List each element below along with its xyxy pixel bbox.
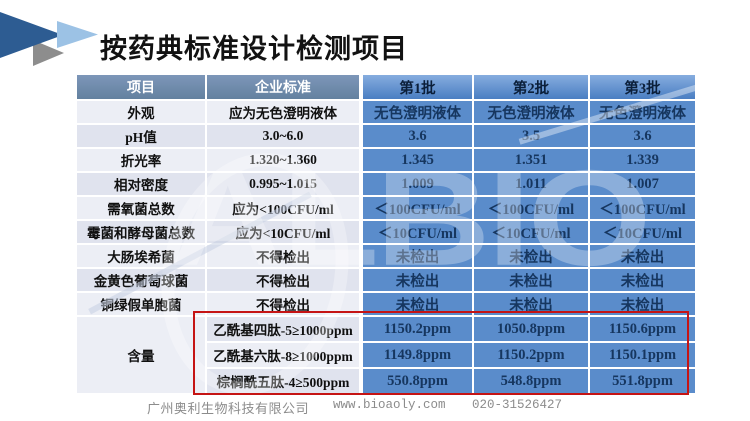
table-row: pH值 3.0~6.0 3.6 3.5 3.6 bbox=[75, 123, 697, 149]
column-header-standard: 企业标准 bbox=[205, 73, 362, 101]
batch3-value-cell: ＜10CFU/ml bbox=[588, 219, 697, 245]
footer-company-name: 广州奥利生物科技有限公司 bbox=[147, 401, 310, 416]
batch1-value-cell: 未检出 bbox=[359, 291, 474, 317]
standard-cell: 不得检出 bbox=[205, 267, 362, 293]
row-label-cell: 相对密度 bbox=[75, 171, 207, 197]
batch2-value-cell: 未检出 bbox=[472, 267, 590, 293]
column-header-batch1: 第1批 bbox=[359, 73, 474, 101]
content-group-label-cell: 含量 bbox=[75, 315, 207, 395]
table-row: 铜绿假单胞菌 不得检出 未检出 未检出 未检出 bbox=[75, 291, 697, 317]
batch2-value-cell: 548.8ppm bbox=[472, 367, 590, 395]
batch1-value-cell: 550.8ppm bbox=[359, 367, 474, 395]
standard-cell: 应为无色澄明液体 bbox=[205, 99, 362, 125]
standard-cell: 乙酰基四肽-5≥1000ppm bbox=[205, 315, 362, 343]
standard-cell: 不得检出 bbox=[205, 291, 362, 317]
batch1-value-cell: 未检出 bbox=[359, 267, 474, 293]
batch3-value-cell: 无色澄明液体 bbox=[588, 99, 697, 125]
table-row: 霉菌和酵母菌总数 应为<10CFU/ml ＜10CFU/ml ＜10CFU/ml… bbox=[75, 219, 697, 245]
batch2-value-cell: 未检出 bbox=[472, 291, 590, 317]
test-results-table: 项目 企业标准 第1批 第2批 第3批 外观 应为无色澄明液体 无色澄明液体 无… bbox=[75, 73, 697, 395]
batch3-value-cell: 未检出 bbox=[588, 291, 697, 317]
batch2-value-cell: 1.351 bbox=[472, 147, 590, 173]
content-group-row: 含量 乙酰基四肽-5≥1000ppm 1150.2ppm 1050.8ppm 1… bbox=[75, 315, 697, 395]
footer: 广州奥利生物科技有限公司 www.bioaoly.com 020-3152642… bbox=[0, 398, 750, 418]
batch3-value-cell: 551.8ppm bbox=[588, 367, 697, 395]
batch2-value-cell: 1150.2ppm bbox=[472, 341, 590, 369]
batch3-value-cell: 未检出 bbox=[588, 243, 697, 269]
batch2-value-cell: ＜100CFU/ml bbox=[472, 195, 590, 221]
column-header-batch3: 第3批 bbox=[588, 73, 697, 101]
batch1-value-cell: ＜100CFU/ml bbox=[359, 195, 474, 221]
standard-cell: 1.320~1.360 bbox=[205, 147, 362, 173]
batch2-value-cell: ＜10CFU/ml bbox=[472, 219, 590, 245]
row-label-cell: 霉菌和酵母菌总数 bbox=[75, 219, 207, 245]
batch2-value-cell: 未检出 bbox=[472, 243, 590, 269]
table-row: 大肠埃希菌 不得检出 未检出 未检出 未检出 bbox=[75, 243, 697, 269]
footer-phone: 020-31526427 bbox=[472, 398, 563, 412]
decorative-triangle-light-blue bbox=[57, 21, 98, 48]
row-label-cell: 折光率 bbox=[75, 147, 207, 173]
batch2-value-cell: 无色澄明液体 bbox=[472, 99, 590, 125]
column-header-item: 项目 bbox=[75, 73, 207, 101]
table-row: 金黄色葡萄球菌 不得检出 未检出 未检出 未检出 bbox=[75, 267, 697, 293]
batch2-value-cell: 3.5 bbox=[472, 123, 590, 149]
batch2-value-cell: 1050.8ppm bbox=[472, 315, 590, 343]
batch1-value-cell: 无色澄明液体 bbox=[359, 99, 474, 125]
standard-cell: 3.0~6.0 bbox=[205, 123, 362, 149]
table-row: 折光率 1.320~1.360 1.345 1.351 1.339 bbox=[75, 147, 697, 173]
row-label-cell: 需氧菌总数 bbox=[75, 195, 207, 221]
column-header-batch2: 第2批 bbox=[472, 73, 590, 101]
standard-cell: 棕榈酰五肽-4≥500ppm bbox=[205, 367, 362, 395]
batch1-value-cell: 1.345 bbox=[359, 147, 474, 173]
table-row: 外观 应为无色澄明液体 无色澄明液体 无色澄明液体 无色澄明液体 bbox=[75, 99, 697, 125]
batch1-value-cell: 3.6 bbox=[359, 123, 474, 149]
batch1-value-cell: 1150.2ppm bbox=[359, 315, 474, 343]
batch2-value-cell: 1.011 bbox=[472, 171, 590, 197]
batch1-value-cell: 1149.8ppm bbox=[359, 341, 474, 369]
row-label-cell: 金黄色葡萄球菌 bbox=[75, 267, 207, 293]
batch1-value-cell: 未检出 bbox=[359, 243, 474, 269]
batch1-value-cell: 1.009 bbox=[359, 171, 474, 197]
standard-cell: 应为<100CFU/ml bbox=[205, 195, 362, 221]
batch3-value-cell: 未检出 bbox=[588, 267, 697, 293]
content-group-row: 棕榈酰五肽-4≥500ppm 550.8ppm 548.8ppm 551.8pp… bbox=[76, 367, 697, 395]
batch3-value-cell: 1150.6ppm bbox=[588, 315, 697, 343]
batch1-value-cell: ＜10CFU/ml bbox=[359, 219, 474, 245]
batch3-value-cell: 3.6 bbox=[588, 123, 697, 149]
batch3-value-cell: 1.339 bbox=[588, 147, 697, 173]
standard-cell: 乙酰基六肽-8≥1000ppm bbox=[205, 341, 362, 369]
batch3-value-cell: 1.007 bbox=[588, 171, 697, 197]
batch3-value-cell: 1150.1ppm bbox=[588, 341, 697, 369]
standard-cell: 不得检出 bbox=[205, 243, 362, 269]
table-row: 需氧菌总数 应为<100CFU/ml ＜100CFU/ml ＜100CFU/ml… bbox=[75, 195, 697, 221]
content-group-row: 乙酰基六肽-8≥1000ppm 1149.8ppm 1150.2ppm 1150… bbox=[76, 341, 697, 369]
standard-cell: 应为<10CFU/ml bbox=[205, 219, 362, 245]
table-row: 相对密度 0.995~1.015 1.009 1.011 1.007 bbox=[75, 171, 697, 197]
row-label-cell: 铜绿假单胞菌 bbox=[75, 291, 207, 317]
row-label-cell: pH值 bbox=[75, 123, 207, 149]
row-label-cell: 大肠埃希菌 bbox=[75, 243, 207, 269]
row-label-cell: 外观 bbox=[75, 99, 207, 125]
standard-cell: 0.995~1.015 bbox=[205, 171, 362, 197]
header-row: 项目 企业标准 第1批 第2批 第3批 bbox=[75, 73, 697, 101]
batch3-value-cell: ＜100CFU/ml bbox=[588, 195, 697, 221]
page-title: 按药典标准设计检测项目 bbox=[100, 34, 408, 64]
footer-website: www.bioaoly.com bbox=[333, 398, 446, 412]
